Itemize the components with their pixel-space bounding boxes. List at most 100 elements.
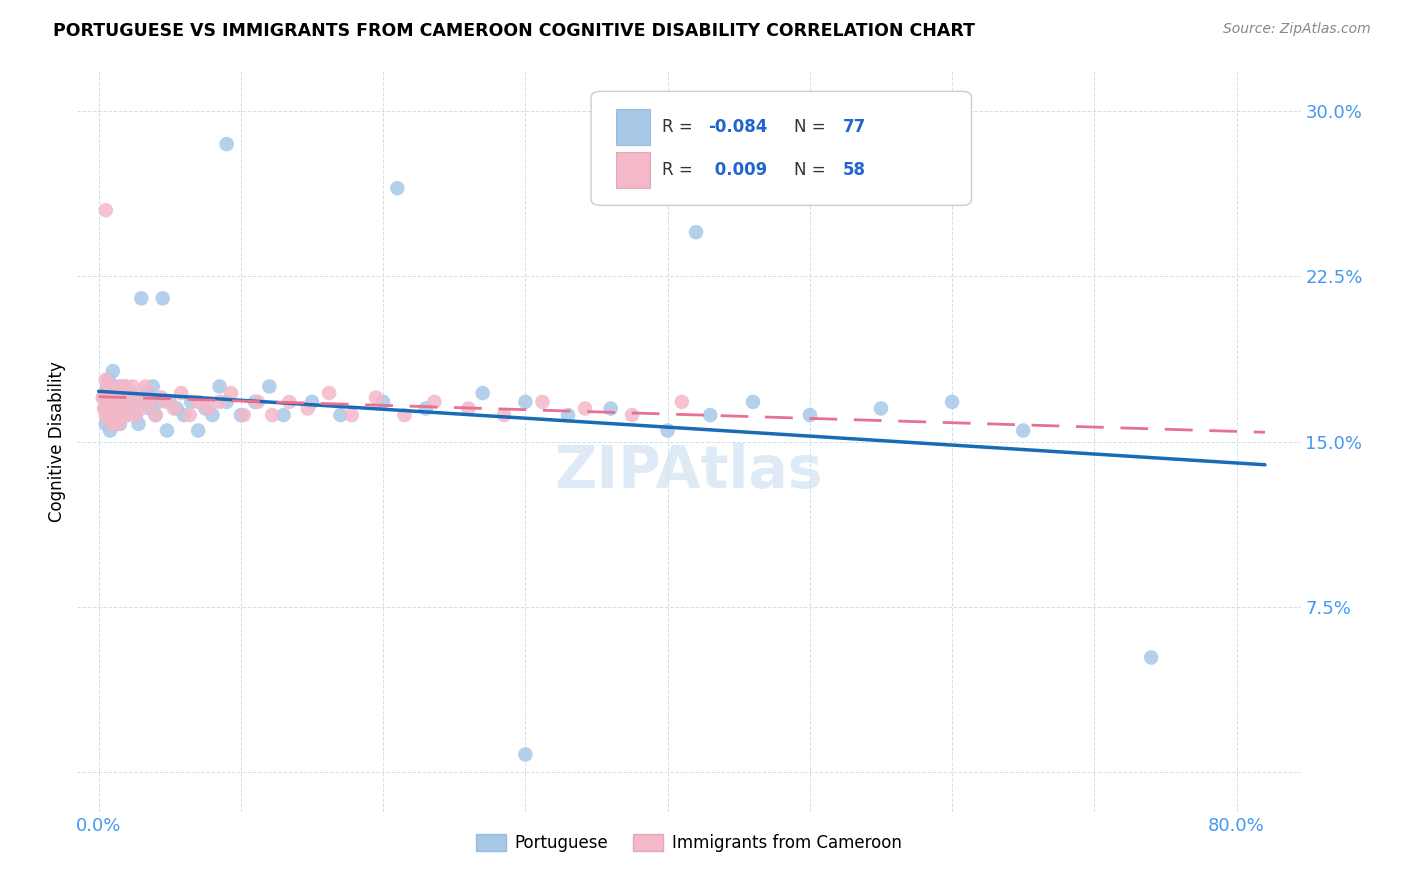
Point [105, 386, 128, 401]
Point [187, 424, 209, 438]
Point [96, 395, 118, 409]
Point [101, 391, 124, 405]
Point [145, 408, 167, 422]
Point [208, 395, 231, 409]
Point [515, 747, 537, 762]
Point [471, 386, 494, 401]
Text: R =: R = [662, 118, 697, 136]
Point [197, 401, 219, 416]
Point [941, 395, 963, 409]
Point [103, 391, 125, 405]
Point [97, 373, 120, 387]
Point [108, 379, 131, 393]
Point [94, 417, 117, 431]
Point [98, 395, 121, 409]
Point [150, 391, 173, 405]
Point [97, 401, 120, 416]
Point [103, 379, 125, 393]
Point [139, 401, 162, 416]
Point [139, 395, 162, 409]
Point [394, 408, 416, 422]
FancyBboxPatch shape [616, 152, 650, 187]
Point [229, 408, 252, 422]
Point [621, 408, 644, 422]
Point [93, 401, 115, 416]
Y-axis label: Cognitive Disability: Cognitive Disability [48, 361, 66, 522]
Point [105, 401, 128, 416]
Point [329, 408, 352, 422]
Point [111, 395, 134, 409]
Point [112, 395, 135, 409]
Point [96, 379, 118, 393]
Point [492, 408, 515, 422]
Text: N =: N = [794, 118, 831, 136]
Point [557, 408, 579, 422]
Point [124, 408, 146, 422]
Point [104, 408, 127, 422]
Point [94, 386, 117, 401]
Point [187, 395, 209, 409]
Point [114, 401, 136, 416]
Point [128, 417, 150, 431]
Point [232, 408, 254, 422]
Text: Source: ZipAtlas.com: Source: ZipAtlas.com [1223, 22, 1371, 37]
Point [156, 395, 179, 409]
Point [387, 181, 409, 195]
Point [173, 408, 195, 422]
Point [115, 408, 138, 422]
Point [208, 379, 231, 393]
Point [100, 395, 122, 409]
Point [91, 391, 114, 405]
Point [457, 401, 479, 416]
Point [574, 401, 596, 416]
Point [115, 408, 138, 422]
Legend: Portuguese, Immigrants from Cameroon: Portuguese, Immigrants from Cameroon [470, 828, 908, 859]
Point [108, 395, 131, 409]
Point [107, 386, 129, 401]
Point [699, 408, 721, 422]
Point [170, 386, 193, 401]
Point [101, 401, 124, 416]
Point [799, 408, 821, 422]
Point [124, 408, 146, 422]
Point [179, 408, 201, 422]
Point [118, 386, 141, 401]
Point [180, 395, 202, 409]
Point [243, 395, 266, 409]
Point [423, 395, 446, 409]
Point [112, 379, 135, 393]
Text: R =: R = [662, 161, 697, 178]
Point [107, 417, 129, 431]
Point [117, 395, 139, 409]
Point [215, 137, 238, 152]
Point [122, 391, 145, 405]
Point [219, 386, 242, 401]
Point [371, 395, 394, 409]
Point [301, 395, 323, 409]
Point [742, 395, 765, 409]
Point [163, 401, 186, 416]
Point [94, 203, 117, 218]
Point [870, 401, 893, 416]
Point [98, 408, 121, 422]
Point [262, 408, 284, 422]
Point [100, 386, 122, 401]
Point [685, 225, 707, 239]
Point [152, 291, 174, 305]
Point [671, 395, 693, 409]
Point [657, 424, 679, 438]
Text: N =: N = [794, 161, 831, 178]
Point [297, 401, 319, 416]
Point [136, 386, 159, 401]
Point [94, 408, 117, 422]
Point [515, 395, 537, 409]
Point [101, 417, 124, 431]
Text: 77: 77 [844, 118, 866, 136]
Text: PORTUGUESE VS IMMIGRANTS FROM CAMEROON COGNITIVE DISABILITY CORRELATION CHART: PORTUGUESE VS IMMIGRANTS FROM CAMEROON C… [53, 22, 976, 40]
Point [128, 391, 150, 405]
Point [531, 395, 554, 409]
Point [135, 379, 157, 393]
Point [108, 417, 131, 431]
Point [273, 408, 295, 422]
Point [131, 291, 153, 305]
